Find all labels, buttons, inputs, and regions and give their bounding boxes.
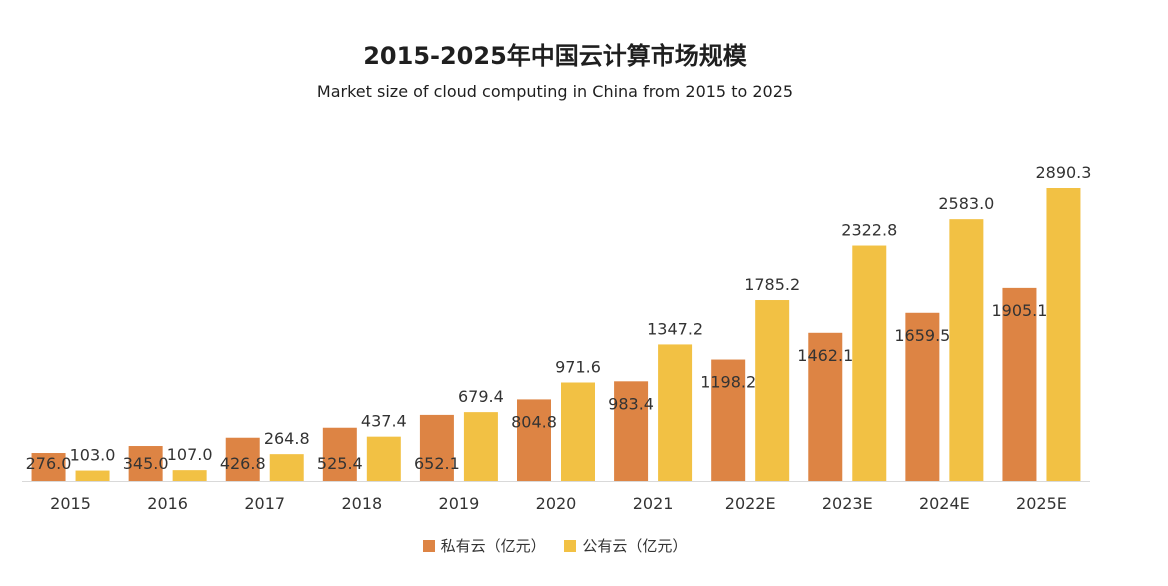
x-tick-label-2023E: 2023E bbox=[822, 494, 873, 513]
x-tick-label-2021: 2021 bbox=[633, 494, 674, 513]
x-tick-label-2019: 2019 bbox=[439, 494, 480, 513]
data-label-public-2021: 1347.2 bbox=[647, 319, 703, 338]
bar-public-2017 bbox=[269, 454, 304, 481]
chart-title: 2015-2025年中国云计算市场规模 bbox=[363, 42, 747, 70]
data-label-private-2025E: 1905.1 bbox=[991, 301, 1047, 320]
bar-public-2025E bbox=[1046, 188, 1081, 481]
bar-private-2019 bbox=[419, 414, 454, 481]
x-tick-label-2020: 2020 bbox=[536, 494, 577, 513]
bar-public-2024E bbox=[949, 219, 984, 481]
chart-subtitle: Market size of cloud computing in China … bbox=[316, 82, 794, 101]
chart-legend: 私有云（亿元） 公有云（亿元） bbox=[0, 535, 1110, 556]
bar-public-2019 bbox=[463, 412, 498, 481]
x-tick-label-2016: 2016 bbox=[147, 494, 188, 513]
data-label-public-2015: 103.0 bbox=[70, 446, 116, 465]
x-tick-label-2015: 2015 bbox=[50, 494, 91, 513]
data-label-public-2016: 107.0 bbox=[167, 445, 213, 464]
bar-private-2018 bbox=[322, 427, 357, 481]
legend-swatch-public-cloud bbox=[564, 539, 577, 552]
bar-public-2022E bbox=[755, 300, 790, 481]
data-label-private-2018: 525.4 bbox=[317, 454, 363, 473]
x-tick-label-2025E: 2025E bbox=[1016, 494, 1067, 513]
data-label-private-2016: 345.0 bbox=[123, 454, 169, 473]
bar-private-2022E bbox=[711, 359, 746, 481]
data-label-public-2022E: 1785.2 bbox=[744, 275, 800, 294]
bar-private-2016 bbox=[128, 446, 163, 481]
legend-label-public-cloud: 公有云（亿元） bbox=[582, 537, 688, 555]
bar-public-2015 bbox=[75, 470, 110, 481]
data-label-private-2022E: 1198.2 bbox=[700, 373, 756, 392]
bar-public-2018 bbox=[366, 436, 401, 481]
bar-private-2021 bbox=[614, 381, 649, 481]
x-tick-label-2018: 2018 bbox=[341, 494, 382, 513]
data-label-private-2017: 426.8 bbox=[220, 454, 266, 473]
data-label-public-2019: 679.4 bbox=[458, 387, 504, 406]
bar-public-2016 bbox=[172, 470, 207, 481]
bar-private-2017 bbox=[225, 437, 260, 481]
data-label-public-2018: 437.4 bbox=[361, 412, 407, 431]
data-label-public-2024E: 2583.0 bbox=[938, 194, 994, 213]
data-label-private-2021: 983.4 bbox=[608, 394, 654, 413]
data-label-private-2023E: 1462.1 bbox=[797, 346, 853, 365]
data-label-private-2019: 652.1 bbox=[414, 454, 460, 473]
bar-public-2020 bbox=[561, 382, 595, 481]
data-label-private-2015: 276.0 bbox=[26, 454, 72, 473]
x-tick-label-2022E: 2022E bbox=[725, 494, 776, 513]
data-label-public-2023E: 2322.8 bbox=[841, 221, 897, 240]
bar-private-2020 bbox=[517, 399, 551, 481]
x-tick-label-2017: 2017 bbox=[244, 494, 285, 513]
bar-private-2023E bbox=[808, 332, 843, 481]
data-label-public-2017: 264.8 bbox=[264, 429, 310, 448]
data-label-public-2020: 971.6 bbox=[555, 358, 601, 377]
data-label-private-2024E: 1659.5 bbox=[894, 326, 950, 345]
legend-item-private-cloud: 私有云（亿元） bbox=[422, 535, 546, 556]
legend-label-private-cloud: 私有云（亿元） bbox=[440, 537, 546, 555]
x-tick-label-2024E: 2024E bbox=[919, 494, 970, 513]
bar-public-2023E bbox=[852, 245, 887, 481]
bar-private-2015 bbox=[31, 453, 66, 481]
data-label-public-2025E: 2890.3 bbox=[1035, 163, 1091, 182]
bar-private-2025E bbox=[1002, 287, 1037, 481]
legend-item-public-cloud: 公有云（亿元） bbox=[564, 535, 687, 556]
data-label-private-2020: 804.8 bbox=[511, 412, 557, 431]
legend-swatch-private-cloud bbox=[422, 539, 435, 552]
bar-private-2024E bbox=[905, 312, 940, 481]
bar-public-2021 bbox=[658, 344, 693, 481]
